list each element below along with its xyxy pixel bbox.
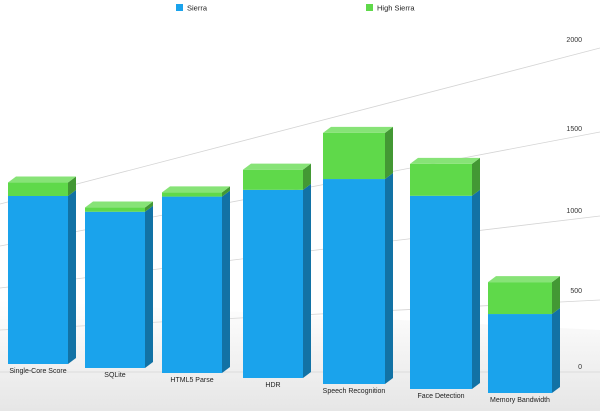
- y-tick-label: 2000: [566, 37, 582, 44]
- bar-high-sierra-sqlite: [85, 201, 153, 212]
- y-axis-ticks: 0 500 1000 1500 2000: [566, 37, 582, 371]
- bar-front: [85, 207, 145, 212]
- bar-front: [323, 179, 385, 384]
- legend-swatch-high-sierra: [366, 4, 373, 11]
- bar-front: [488, 314, 552, 393]
- bar-high-sierra-single-core-score: [8, 176, 76, 196]
- bar-high-sierra-hdr: [243, 163, 311, 190]
- bar-high-sierra-html5-parse: [162, 186, 230, 197]
- bar-side: [303, 183, 311, 378]
- x-category-label: Speech Recognition: [323, 388, 386, 395]
- bar-front: [410, 195, 472, 389]
- y-tick-label: 500: [570, 288, 582, 295]
- x-category-label: Single-Core Score: [9, 368, 66, 375]
- bars: [8, 126, 560, 393]
- bar-sierra-speech-recognition: [323, 173, 393, 384]
- legend: Sierra High Sierra: [176, 4, 415, 13]
- x-axis-categories: Single-Core Score SQLite HTML5 Parse HDR Spe…: [9, 368, 550, 404]
- bar-side: [145, 201, 153, 212]
- bar-front: [162, 196, 222, 373]
- bar-front: [243, 169, 303, 190]
- bar-front: [85, 211, 145, 368]
- legend-item-high-sierra: High Sierra: [366, 4, 415, 13]
- bar-front: [8, 182, 68, 196]
- bar-top: [85, 201, 153, 208]
- legend-item-sierra: Sierra: [176, 4, 208, 13]
- bar-top: [323, 126, 393, 133]
- bar-top: [243, 163, 311, 170]
- bar-side: [222, 186, 230, 197]
- bar-front: [8, 196, 68, 364]
- y-tick-label: 1000: [566, 208, 582, 215]
- x-category-label: HTML5 Parse: [170, 377, 213, 384]
- bar-front: [488, 282, 552, 315]
- x-category-label: SQLite: [104, 372, 126, 379]
- bar-front: [162, 192, 222, 197]
- bar-side: [68, 190, 76, 364]
- legend-swatch-sierra: [176, 4, 183, 11]
- bar-side: [222, 190, 230, 373]
- bar-sierra-single-core-score: [8, 190, 76, 364]
- bar-top: [8, 176, 76, 183]
- bar-top: [162, 186, 230, 193]
- bar-front: [243, 189, 303, 378]
- bar-front: [410, 163, 472, 196]
- y-tick-label: 1500: [566, 126, 582, 133]
- legend-label-high-sierra: High Sierra: [377, 4, 415, 13]
- bar-top: [488, 276, 560, 283]
- bar-high-sierra-face-detection: [410, 157, 480, 196]
- bar-sierra-hdr: [243, 183, 311, 378]
- bar-side: [145, 205, 153, 368]
- bar-high-sierra-memory-bandwidth: [488, 276, 560, 315]
- bar-high-sierra-speech-recognition: [323, 126, 393, 180]
- gridline: [0, 47, 600, 205]
- bar-side: [552, 308, 560, 393]
- bar-side: [472, 189, 480, 389]
- x-category-label: Face Detection: [417, 393, 464, 400]
- bar-front: [323, 132, 385, 180]
- bar-side: [552, 276, 560, 315]
- bar-side: [303, 163, 311, 190]
- x-category-label: Memory Bandwidth: [490, 397, 550, 404]
- bar-sierra-html5-parse: [162, 190, 230, 373]
- bar-sierra-sqlite: [85, 205, 153, 368]
- legend-label-sierra: Sierra: [187, 4, 208, 13]
- bar-side: [472, 157, 480, 196]
- bar-sierra-face-detection: [410, 189, 480, 389]
- y-tick-label: 0: [578, 364, 582, 371]
- bar-side: [385, 126, 393, 180]
- x-category-label: HDR: [265, 382, 280, 389]
- bar-sierra-memory-bandwidth: [488, 308, 560, 393]
- bar-side: [68, 176, 76, 196]
- bar-top: [410, 157, 480, 164]
- bar-side: [385, 173, 393, 384]
